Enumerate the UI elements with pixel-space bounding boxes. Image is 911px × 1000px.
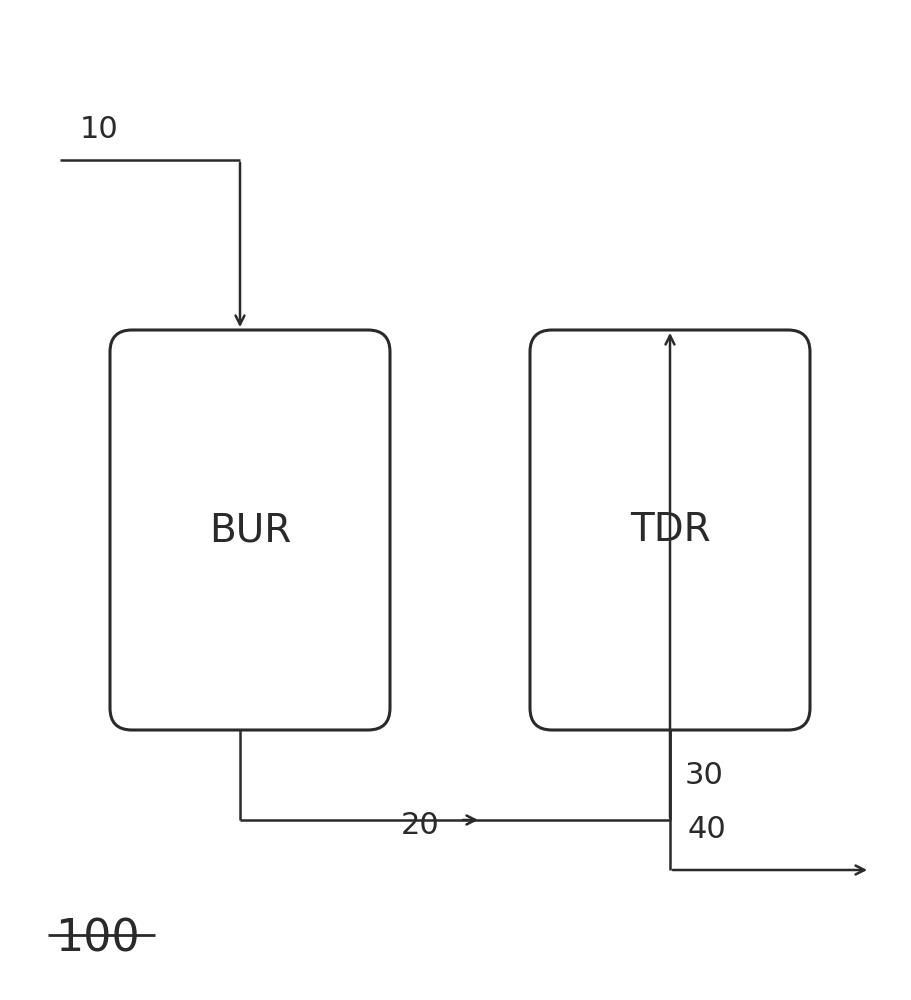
Text: 100: 100 [55, 917, 139, 960]
FancyBboxPatch shape [529, 330, 809, 730]
FancyBboxPatch shape [110, 330, 390, 730]
Text: BUR: BUR [209, 511, 291, 549]
Text: 30: 30 [684, 760, 723, 790]
Text: 40: 40 [687, 816, 726, 844]
Text: 20: 20 [400, 811, 439, 840]
Text: TDR: TDR [629, 511, 710, 549]
Text: 10: 10 [80, 115, 118, 144]
